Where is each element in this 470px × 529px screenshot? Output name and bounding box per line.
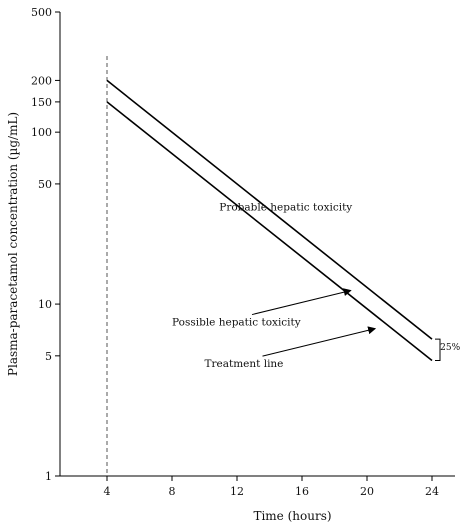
annotation-2: Treatment line xyxy=(205,358,284,370)
y-tick-label: 100 xyxy=(31,126,52,139)
y-tick-label: 50 xyxy=(38,178,52,191)
y-tick-label: 10 xyxy=(38,298,52,311)
x-tick-label: 12 xyxy=(230,485,244,498)
x-tick-label: 8 xyxy=(169,485,176,498)
x-tick-label: 24 xyxy=(425,485,439,498)
x-tick-label: 4 xyxy=(104,485,111,498)
axes: 1 5 10 50 100 150 200 500 4 8 12 16 20 24 xyxy=(31,6,455,498)
series-line-0 xyxy=(106,79,433,340)
x-tick-label: 20 xyxy=(360,485,374,498)
y-tick-label: 5 xyxy=(45,350,52,363)
annotation-0: Probable hepatic toxicity xyxy=(219,202,352,214)
percent-bracket xyxy=(435,338,441,361)
y-tick-label: 500 xyxy=(31,6,52,19)
annotation-1: Possible hepatic toxicity xyxy=(172,317,301,329)
x-axis-label: Time (hours) xyxy=(253,509,331,523)
annotation-arrow-2 xyxy=(262,326,377,357)
x-tick-label: 16 xyxy=(295,485,309,498)
annotation-arrow-1 xyxy=(251,288,352,316)
y-axis-label: Plasma-paracetamol concentration (µg/mL) xyxy=(6,112,20,376)
series-line-1 xyxy=(106,101,433,362)
y-tick-label: 1 xyxy=(45,470,52,483)
annotations: Probable hepatic toxicity Possible hepati… xyxy=(172,202,461,371)
y-tick-label: 200 xyxy=(31,74,52,87)
annotation-3: 25% xyxy=(440,343,460,353)
series-group xyxy=(106,79,433,362)
y-tick-label: 150 xyxy=(31,96,52,109)
